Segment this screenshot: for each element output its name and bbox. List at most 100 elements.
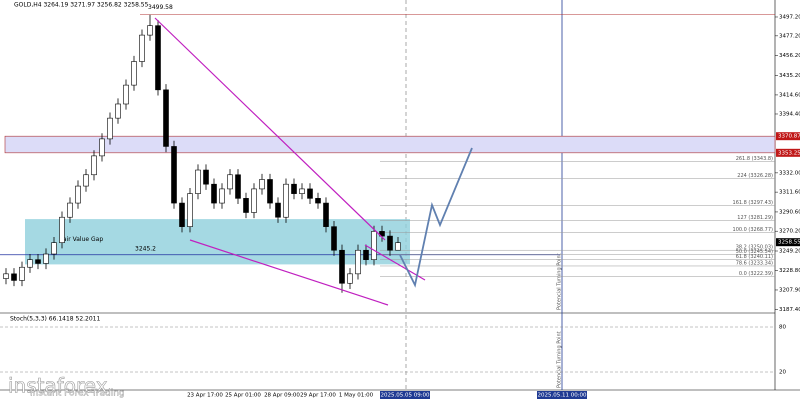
fib-label: 127 (3281.29) — [737, 215, 773, 221]
candle-body — [355, 249, 361, 275]
candle-body — [91, 155, 97, 176]
stoch-tick-label: 20 — [779, 370, 786, 376]
turning-label: Potencial Turning Point — [557, 253, 563, 310]
candle-body — [59, 216, 65, 244]
zone-price-label: 3353.25 — [778, 150, 800, 156]
candle-body — [35, 259, 41, 264]
watermark-sub: Instant Forex Trading — [30, 389, 125, 399]
candle-body — [179, 202, 185, 227]
chart-title: GOLD,H4 3264.19 3271.97 3256.82 3258.55 — [14, 2, 149, 9]
candle-body — [259, 179, 265, 190]
candle-body — [267, 179, 273, 204]
zone-price-box — [776, 148, 800, 157]
candle-body — [163, 89, 169, 147]
supply-zone — [4, 135, 776, 154]
candle-body — [171, 146, 177, 204]
candle-body — [195, 169, 201, 194]
y-tick-label: 3332.00 — [779, 170, 800, 176]
last-price-box — [776, 238, 800, 247]
y-tick-label: 3249.20 — [779, 249, 800, 255]
x-tick-label: 29 Apr 17:00 — [300, 393, 336, 399]
candle-body — [155, 25, 161, 91]
x-tick-label: 2025.05.05 09:00 — [380, 393, 430, 399]
candle-body — [371, 231, 377, 260]
candle-body — [211, 183, 217, 204]
x-tick-label: 2025.05.11 00:00 — [537, 393, 587, 399]
y-tick-label: 3290.60 — [779, 209, 800, 215]
candle-body — [67, 202, 73, 218]
y-tick-label: 3477.20 — [779, 33, 800, 39]
candle-body — [51, 242, 57, 255]
candle-body — [387, 235, 393, 251]
x-tick-label: 25 Apr 01:00 — [225, 393, 261, 399]
level-label: 3245.2 — [135, 245, 156, 252]
fib-label: 0.0 (3222.39) — [739, 271, 773, 277]
y-tick-label: 3228.80 — [779, 268, 800, 274]
x-tick-label: 23 Apr 17:00 — [187, 393, 223, 399]
candle-body — [339, 249, 345, 284]
candle-body — [347, 273, 353, 284]
candle-body — [323, 202, 329, 227]
candle-body — [243, 198, 249, 213]
candle-body — [11, 273, 17, 281]
peak-label: 3499.58 — [148, 4, 173, 11]
candle-body — [227, 174, 233, 190]
y-tick-label: 3414.60 — [779, 92, 800, 98]
fib-label: 161.8 (3297.43) — [733, 200, 774, 206]
time-highlight — [380, 391, 430, 399]
candle-body — [395, 242, 401, 251]
stoch-tick-label: 80 — [779, 325, 786, 331]
candle-body — [299, 188, 305, 194]
candle-body — [235, 174, 241, 199]
fib-label: 61.8 (3240.11) — [736, 254, 773, 260]
stoch-label: Stoch(5,3,3) 66.1418 52.2011 — [10, 316, 101, 323]
candle-body — [43, 253, 49, 264]
time-highlight — [537, 391, 587, 399]
fib-label: 78.6 (3233.34) — [736, 260, 773, 266]
candle-body — [115, 103, 121, 119]
trendline — [189, 239, 389, 306]
y-tick-label: 3311.60 — [779, 190, 800, 196]
candle-body — [291, 183, 297, 194]
projection-arrow — [399, 147, 473, 288]
y-tick-label: 3435.20 — [779, 73, 800, 79]
x-tick-label: 28 Apr 09:00 — [264, 393, 300, 399]
trendline — [154, 17, 386, 241]
candle-body — [363, 249, 369, 260]
x-tick-label: 1 May 01:00 — [339, 393, 374, 399]
candle-body — [315, 198, 321, 204]
trendline — [364, 244, 426, 281]
y-tick-label: 3187.40 — [779, 307, 800, 313]
fvg-label: Fair Value Gap — [60, 236, 103, 243]
candle-body — [27, 259, 33, 268]
fib-label: 38.2 (3250.03) — [736, 245, 773, 251]
candle-body — [307, 188, 313, 199]
candle-body — [19, 266, 25, 281]
turning-label: Potencial Turning Point — [557, 331, 563, 388]
candle-body — [75, 185, 81, 204]
y-tick-label: 3394.40 — [779, 111, 800, 117]
candle-body — [3, 273, 9, 279]
candle-body — [107, 117, 113, 140]
candle-body — [83, 174, 89, 187]
candle-body — [219, 188, 225, 204]
last-price-label: 3258.55 — [778, 240, 800, 246]
candle-body — [123, 84, 129, 105]
candle-body — [379, 231, 385, 237]
y-tick-label: 3270.20 — [779, 229, 800, 235]
y-tick-label: 3497.20 — [779, 14, 800, 20]
y-tick-label: 3207.90 — [779, 287, 800, 293]
candle-body — [147, 25, 153, 36]
candle-body — [99, 138, 105, 157]
candle-body — [187, 193, 193, 227]
candle-body — [275, 202, 281, 218]
fib-label: 224 (3326.28) — [737, 173, 773, 179]
zone-price-label: 3370.87 — [778, 134, 800, 140]
fvg-zone — [25, 219, 410, 265]
candle-body — [331, 226, 337, 251]
fib-label: 50.0 (3245.54) — [736, 249, 773, 255]
fib-label: 100.0 (3268.77) — [733, 227, 774, 233]
watermark: instaforex — [8, 374, 108, 398]
